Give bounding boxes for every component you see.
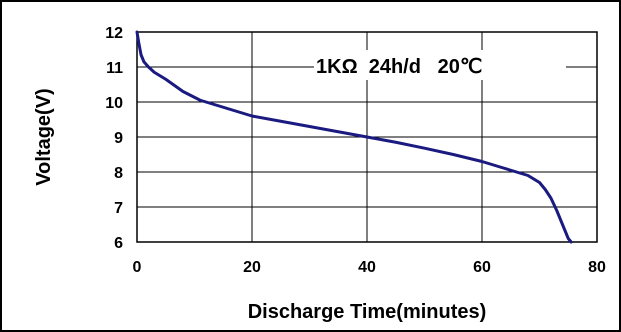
y-tick-label-4: 10 [105, 95, 123, 112]
y-tick-label-1: 7 [114, 200, 123, 217]
y-tick-label-5: 11 [106, 60, 123, 77]
x-tick-label-1: 20 [243, 259, 261, 276]
series-line-voltage [135, 30, 573, 244]
plot-border [136, 31, 598, 243]
annotation-background [314, 50, 566, 80]
y-tick-label-3: 9 [114, 130, 123, 147]
y-tick-label-2: 8 [114, 165, 123, 182]
condition-annotation: 1KΩ 24h/d 20℃ [316, 56, 482, 78]
x-tick-label-2: 40 [358, 259, 376, 276]
x-tick-label-0: 0 [133, 259, 142, 276]
x-tick-label-4: 80 [588, 259, 606, 276]
x-tick-label-3: 60 [473, 259, 491, 276]
y-tick-label-6: 12 [105, 25, 123, 42]
x-tick-labels: 0 20 40 60 80 [133, 259, 606, 276]
y-tick-label-0: 6 [114, 235, 123, 252]
y-axis-label: Voltage(V) [33, 88, 55, 185]
y-tick-labels: 6 7 8 9 10 11 12 [105, 25, 123, 252]
x-axis-label: Discharge Time(minutes) [248, 301, 487, 323]
